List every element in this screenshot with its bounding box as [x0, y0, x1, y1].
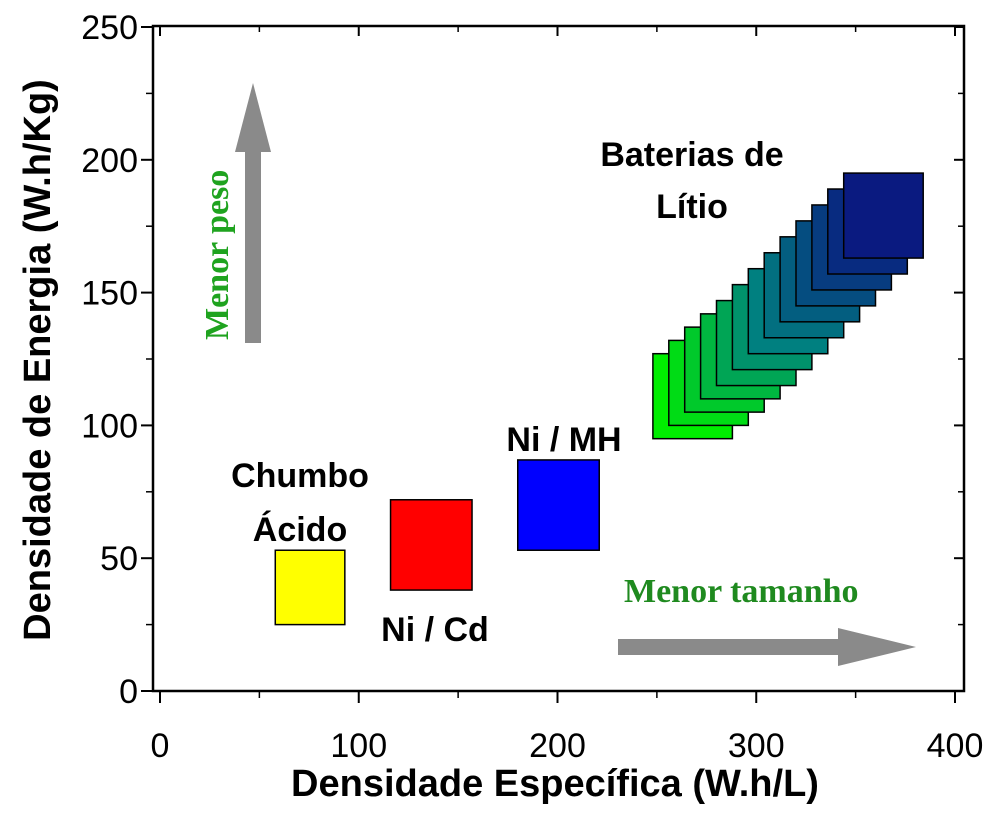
x-tick-label: 100: [330, 727, 387, 765]
y-tick-label: 100: [81, 407, 138, 445]
y-axis-title: Densidade de Energia (W.h/Kg): [17, 79, 59, 641]
menor-peso-arrow-head: [235, 83, 271, 152]
menor-tamanho-arrow-head: [838, 628, 916, 666]
region-square: [517, 459, 600, 551]
region-label: Ni / MH: [506, 421, 621, 459]
y-tick-label: 200: [81, 142, 138, 180]
region-square-lithium: [842, 172, 924, 259]
menor-peso-arrow: [235, 83, 271, 343]
region-label: Ni / Cd: [381, 611, 489, 649]
labels-layer: Chumbo Ácido Ni / Cd Ni / MH Baterias de Líti…: [231, 136, 784, 649]
region-label: Ácido: [253, 511, 347, 549]
y-tick-label: 250: [81, 9, 138, 47]
x-axis-title: Densidade Específica (W.h/L): [291, 763, 819, 805]
menor-peso-label: Menor peso: [199, 170, 236, 340]
ticks-layer: 0 100 200 300 400 0 50 100 150 200 250: [81, 9, 983, 765]
menor-tamanho-arrow-shaft: [618, 639, 838, 655]
x-tick-label: 300: [728, 727, 785, 765]
regions-layer: [274, 172, 924, 626]
x-tick-label: 0: [151, 727, 170, 765]
y-tick-label: 50: [100, 540, 138, 578]
region-label: Baterias de: [600, 136, 783, 174]
region-label: Lítio: [656, 188, 728, 226]
x-tick-label: 200: [529, 727, 586, 765]
region-label: Chumbo: [231, 457, 369, 495]
region-square: [389, 499, 473, 591]
y-tick-label: 150: [81, 275, 138, 313]
menor-tamanho-label: Menor tamanho: [624, 573, 859, 610]
x-tick-label: 400: [927, 727, 984, 765]
menor-peso-arrow-shaft: [245, 152, 261, 343]
y-tick-label: 0: [119, 673, 138, 711]
menor-tamanho-arrow: [618, 628, 916, 666]
region-square: [274, 549, 346, 626]
